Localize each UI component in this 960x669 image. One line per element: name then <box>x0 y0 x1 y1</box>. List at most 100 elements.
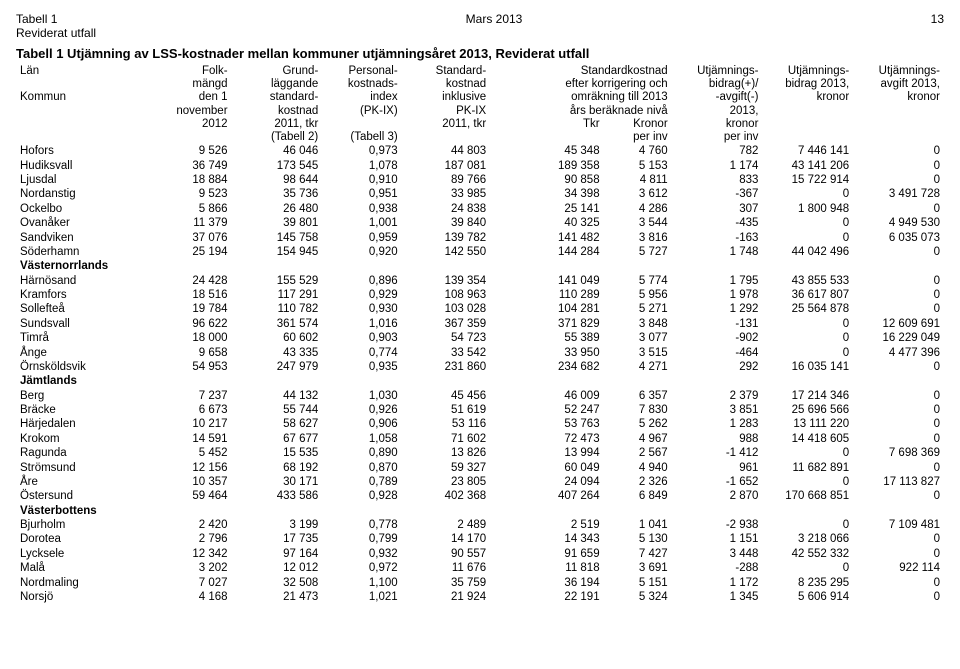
cell: 4 949 530 <box>853 216 944 230</box>
row-name: Västernorrlands <box>16 259 152 273</box>
cell: 5 774 <box>604 274 672 288</box>
cell: -1 412 <box>672 446 763 460</box>
cell: 4 811 <box>604 173 672 187</box>
cell: 35 736 <box>232 187 323 201</box>
table-row: Kramfors18 516117 2910,929108 963110 289… <box>16 288 944 302</box>
cell: 139 354 <box>402 274 490 288</box>
cell: 24 094 <box>490 475 603 489</box>
cell: 43 335 <box>232 346 323 360</box>
cell: 1 292 <box>672 302 763 316</box>
cell <box>322 259 401 273</box>
cell: 4 271 <box>604 360 672 374</box>
cell: 0 <box>853 547 944 561</box>
header-cell <box>762 131 853 144</box>
cell: 7 027 <box>152 576 231 590</box>
row-name: Åre <box>16 475 152 489</box>
cell: 0,938 <box>322 202 401 216</box>
cell: 3 448 <box>672 547 763 561</box>
cell: -1 652 <box>672 475 763 489</box>
cell: 0,972 <box>322 561 401 575</box>
table-row: Hofors9 52646 0460,97344 80345 3484 7607… <box>16 144 944 158</box>
cell <box>402 374 490 388</box>
header-cell <box>762 118 853 131</box>
cell: 11 682 891 <box>762 461 853 475</box>
table-row: Örnsköldsvik54 953247 9790,935231 860234… <box>16 360 944 374</box>
cell: 90 557 <box>402 547 490 561</box>
cell: 170 668 851 <box>762 489 853 503</box>
header-cell <box>152 131 231 144</box>
header-row: novemberkostnad(PK-IX)PK-IXårs beräknade… <box>16 105 944 118</box>
header-cell: mängd <box>152 78 231 91</box>
cell: 833 <box>672 173 763 187</box>
header-cell: kostnad <box>232 105 323 118</box>
cell: 3 544 <box>604 216 672 230</box>
cell: 0 <box>853 532 944 546</box>
table-body: Hofors9 52646 0460,97344 80345 3484 7607… <box>16 144 944 604</box>
cell: 36 194 <box>490 576 603 590</box>
cell: 7 446 141 <box>762 144 853 158</box>
header-cell: kronor <box>762 91 853 104</box>
cell: 1 800 948 <box>762 202 853 216</box>
cell <box>672 504 763 518</box>
cell <box>490 504 603 518</box>
row-name: Sundsvall <box>16 317 152 331</box>
cell: 2 870 <box>672 489 763 503</box>
cell: 7 237 <box>152 389 231 403</box>
cell: 30 171 <box>232 475 323 489</box>
cell: 234 682 <box>490 360 603 374</box>
table-row: Ånge9 65843 3350,77433 54233 9503 515-46… <box>16 346 944 360</box>
cell: 43 855 533 <box>762 274 853 288</box>
header-cell: kronor <box>672 118 763 131</box>
cell: 922 114 <box>853 561 944 575</box>
cell: 5 324 <box>604 590 672 604</box>
cell: 2 326 <box>604 475 672 489</box>
cell: 1 345 <box>672 590 763 604</box>
cell: 0,789 <box>322 475 401 489</box>
cell: 59 464 <box>152 489 231 503</box>
cell <box>152 504 231 518</box>
header-cell <box>16 78 152 91</box>
table-row: Hudiksvall36 749173 5451,078187 081189 3… <box>16 159 944 173</box>
header-cell: efter korrigering och <box>490 78 672 91</box>
cell: 19 784 <box>152 302 231 316</box>
header-row: Kommunden 1standard-indexinklusiveomräkn… <box>16 91 944 104</box>
cell: 0 <box>762 216 853 230</box>
cell: 21 924 <box>402 590 490 604</box>
table-row: Nordmaling7 02732 5081,10035 75936 1945 … <box>16 576 944 590</box>
cell: 0,778 <box>322 518 401 532</box>
cell <box>232 259 323 273</box>
header-cell: Grund- <box>232 65 323 78</box>
row-name: Sollefteå <box>16 302 152 316</box>
cell: 4 477 396 <box>853 346 944 360</box>
cell: -2 938 <box>672 518 763 532</box>
header-cell: Folk- <box>152 65 231 78</box>
header-cell: standard- <box>232 91 323 104</box>
cell: 98 644 <box>232 173 323 187</box>
cell: 12 342 <box>152 547 231 561</box>
cell: 0 <box>853 302 944 316</box>
cell: 21 473 <box>232 590 323 604</box>
header-cell: Kronor <box>604 118 672 131</box>
cell: 0,774 <box>322 346 401 360</box>
header-cell: 2013, <box>672 105 763 118</box>
cell: 59 327 <box>402 461 490 475</box>
header-cell: kostnads- <box>322 78 401 91</box>
cell <box>672 374 763 388</box>
cell: 90 858 <box>490 173 603 187</box>
cell: 0 <box>853 461 944 475</box>
cell: 36 749 <box>152 159 231 173</box>
cell: 988 <box>672 432 763 446</box>
header-cell <box>853 105 944 118</box>
table-row: Härjedalen10 21758 6270,90653 11653 7635… <box>16 417 944 431</box>
header-cell: Personal- <box>322 65 401 78</box>
cell: 4 940 <box>604 461 672 475</box>
header-cell: Standardkostnad <box>490 65 672 78</box>
table-row: Ljusdal18 88498 6440,91089 76690 8584 81… <box>16 173 944 187</box>
cell: 371 829 <box>490 317 603 331</box>
cell: 67 677 <box>232 432 323 446</box>
row-name: Dorotea <box>16 532 152 546</box>
row-name: Hofors <box>16 144 152 158</box>
cell: 36 617 807 <box>762 288 853 302</box>
row-name: Jämtlands <box>16 374 152 388</box>
cell: 307 <box>672 202 763 216</box>
